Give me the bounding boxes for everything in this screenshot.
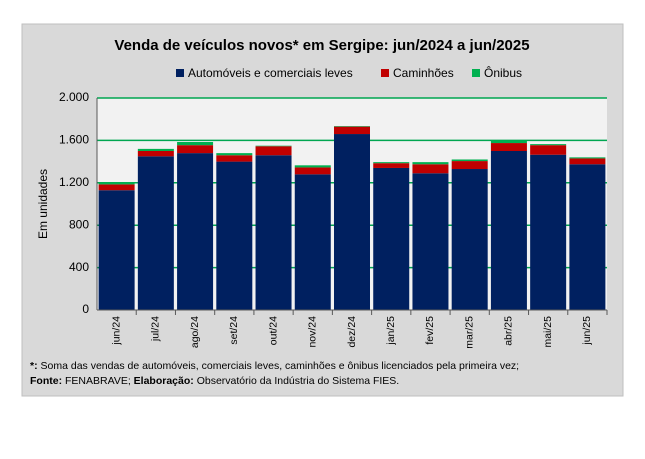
bar-segment <box>98 190 135 310</box>
x-tick-label: mar/25 <box>463 316 475 349</box>
x-tick-label: jul/24 <box>150 316 162 342</box>
source: FENABRAVE; <box>65 375 131 387</box>
x-tick-label: jun/25 <box>581 316 593 346</box>
legend-label: Ônibus <box>484 65 522 80</box>
x-tick-label: abr/25 <box>503 316 515 346</box>
bar-segment <box>569 158 606 165</box>
chart-title: Venda de veículos novos* em Sergipe: jun… <box>114 37 529 54</box>
y-tick-label: 0 <box>82 302 89 316</box>
bar-segment <box>490 143 527 151</box>
bar-segment <box>216 155 253 162</box>
bar-segment <box>177 153 214 310</box>
note-text: Soma das vendas de automóveis, comerciai… <box>41 360 520 372</box>
bar-segment <box>216 153 253 156</box>
y-tick-label: 1.200 <box>59 175 89 189</box>
author: Observatório da Indústria do Sistema FIE… <box>197 375 400 387</box>
bar-segment <box>255 145 292 147</box>
y-tick-label: 800 <box>69 217 89 231</box>
bar-segment <box>451 159 488 162</box>
y-tick-label: 400 <box>69 260 89 274</box>
bar-segment <box>530 144 567 146</box>
source-line: Fonte: FENABRAVE; Elaboração: Observatór… <box>30 375 399 387</box>
legend-swatch <box>472 69 480 77</box>
bar-segment <box>137 151 174 157</box>
x-tick-label: nov/24 <box>307 316 319 348</box>
bar-segment <box>569 164 606 310</box>
legend-label: Caminhões <box>393 66 454 80</box>
bar-segment <box>177 141 214 146</box>
x-tick-label: dez/24 <box>346 316 358 348</box>
bar-segment <box>530 145 567 155</box>
bar-segment <box>490 151 527 310</box>
author-label: Elaboração: <box>134 375 194 387</box>
bar-segment <box>255 146 292 156</box>
bar-segment <box>294 167 331 175</box>
bar-segment <box>373 162 410 164</box>
y-tick-label: 1.600 <box>59 133 89 147</box>
bar-segment <box>451 161 488 170</box>
bar-segment <box>334 126 370 135</box>
bar-segment <box>569 157 606 159</box>
x-tick-label: ago/24 <box>189 316 201 348</box>
note-mark: *: <box>30 360 38 372</box>
x-tick-label: jun/24 <box>110 316 122 346</box>
bar-segment <box>412 162 449 165</box>
footnote-line: *: Soma das vendas de automóveis, comerc… <box>30 360 519 372</box>
bar-segment <box>216 161 253 310</box>
bar-segment <box>334 134 370 310</box>
bar-segment <box>490 140 527 144</box>
bar-segment <box>334 126 370 127</box>
x-tick-label: jan/25 <box>385 316 397 346</box>
bar-segment <box>530 154 567 310</box>
bar-segment <box>451 169 488 310</box>
bar-segment <box>137 156 174 310</box>
legend-swatch <box>176 69 184 77</box>
bar-segment <box>412 173 449 310</box>
bar-segment <box>412 164 449 174</box>
bar-segment <box>294 174 331 310</box>
x-tick-label: fev/25 <box>424 316 436 345</box>
bar-segment <box>255 155 292 310</box>
source-label: Fonte: <box>30 375 62 387</box>
x-tick-label: out/24 <box>267 316 279 345</box>
y-axis-label: Em unidades <box>36 169 50 239</box>
bar-segment <box>373 163 410 168</box>
x-tick-label: set/24 <box>228 316 240 345</box>
bar-segment <box>373 167 410 310</box>
bar-segment <box>137 148 174 151</box>
y-tick-label: 2.000 <box>59 90 89 104</box>
bar-segment <box>98 184 135 191</box>
bar-segment <box>98 182 135 185</box>
legend-swatch <box>381 69 389 77</box>
legend-label: Automóveis e comerciais leves <box>188 66 353 80</box>
bar-segment <box>294 165 331 168</box>
x-tick-label: mai/25 <box>542 316 554 348</box>
bar-segment <box>177 145 214 154</box>
